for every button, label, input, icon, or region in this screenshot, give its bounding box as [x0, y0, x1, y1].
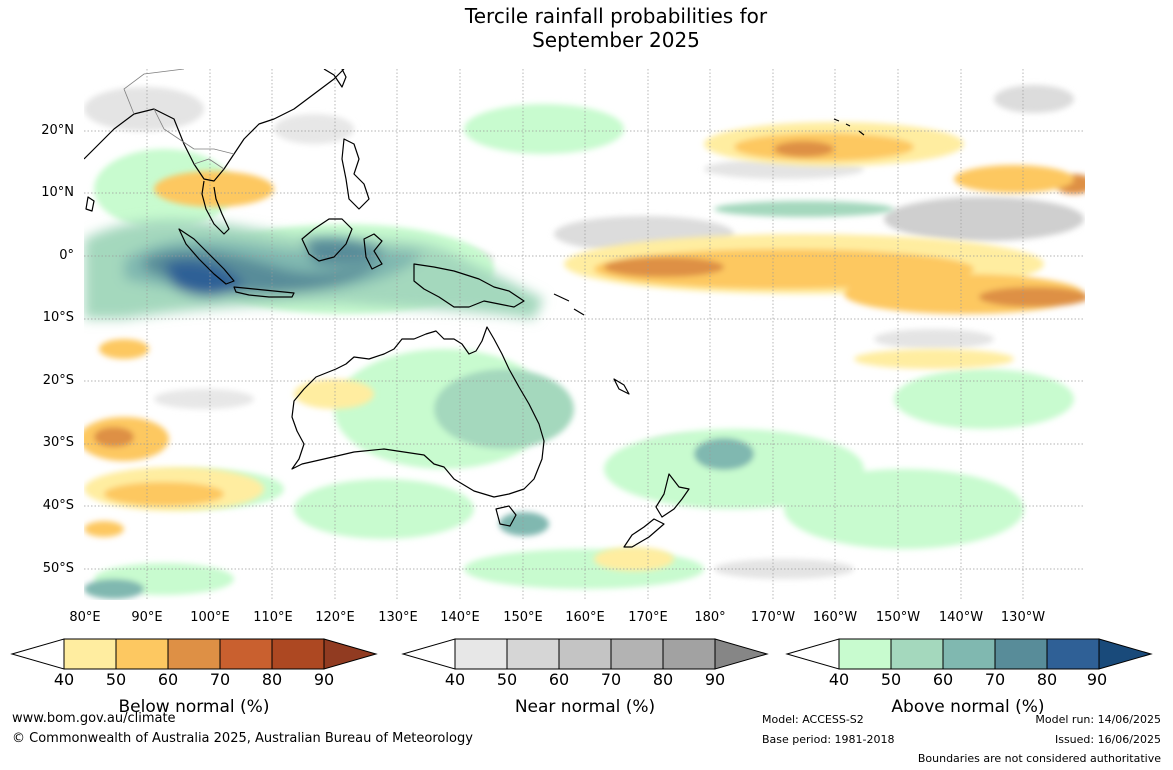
- near-tick-80: 80: [652, 670, 674, 689]
- below-normal-title: Below normal (%): [118, 697, 270, 717]
- near-tick-60: 60: [548, 670, 570, 689]
- philippines-coast: [341, 138, 370, 210]
- above-tick-90: 90: [1086, 670, 1108, 689]
- below-normal-colorbar: [10, 638, 378, 670]
- lon-label-140w: 140°W: [938, 610, 984, 625]
- lon-label-90e: 90°E: [131, 610, 163, 625]
- near-swatch-40-50: [454, 638, 508, 670]
- below-swatch-60-70: [167, 638, 221, 670]
- above-tick-50: 50: [880, 670, 902, 689]
- above-tick-40: 40: [828, 670, 850, 689]
- lon-label-100e: 100°E: [190, 610, 230, 625]
- below-tick-80: 80: [261, 670, 283, 689]
- above-tick-60: 60: [932, 670, 954, 689]
- lon-label-80e: 80°E: [69, 610, 101, 625]
- disclaimer-text: Boundaries are not considered authoritat…: [917, 752, 1161, 765]
- near-swatch-60-70: [558, 638, 612, 670]
- borneo-coast: [301, 218, 353, 262]
- lon-label-120e: 120°E: [315, 610, 355, 625]
- model-run-text: Model run: 14/06/2025: [1035, 713, 1161, 726]
- lon-label-160w: 160°W: [812, 610, 858, 625]
- tasmania-coast: [495, 505, 517, 527]
- lon-label-170e: 170°E: [628, 610, 668, 625]
- above-swatch-90-plus: [1098, 638, 1153, 670]
- new-zealand-north-island: [655, 473, 690, 518]
- near-normal-title: Near normal (%): [514, 697, 656, 717]
- lon-label-130w: 130°W: [1000, 610, 1046, 625]
- lat-label-20s: 20°S: [42, 373, 74, 388]
- sri-lanka-coast: [85, 196, 95, 212]
- above-tick-70: 70: [984, 670, 1006, 689]
- lat-label-10n: 10°N: [41, 185, 74, 200]
- australia-coast: [291, 326, 545, 498]
- hawaii-coast: [833, 118, 865, 136]
- near-swatch-80-90: [662, 638, 716, 670]
- lat-label-40s: 40°S: [42, 498, 74, 513]
- above-swatch-50-60: [890, 638, 944, 670]
- above-tick-80: 80: [1036, 670, 1058, 689]
- new-zealand-south-island: [623, 518, 665, 548]
- lon-label-160e: 160°E: [565, 610, 605, 625]
- sulawesi-coast: [363, 233, 383, 270]
- lon-label-140e: 140°E: [440, 610, 480, 625]
- title-line-1: Tercile rainfall probabilities for: [464, 4, 768, 28]
- near-tick-40: 40: [444, 670, 466, 689]
- below-tick-90: 90: [313, 670, 335, 689]
- country-borders: [123, 69, 235, 170]
- lat-label-50s: 50°S: [42, 561, 74, 576]
- below-tick-50: 50: [105, 670, 127, 689]
- near-tick-90: 90: [704, 670, 726, 689]
- lon-label-130e: 130°E: [378, 610, 418, 625]
- lon-label-180: 180°: [694, 610, 726, 625]
- near-swatch-70-80: [610, 638, 664, 670]
- lat-label-0: 0°: [59, 248, 74, 263]
- below-tick-60: 60: [157, 670, 179, 689]
- new-guinea-coast: [413, 263, 525, 308]
- website-link[interactable]: www.bom.gov.au/climate: [12, 711, 176, 726]
- lat-label-30s: 30°S: [42, 435, 74, 450]
- title-line-2: September 2025: [532, 28, 700, 52]
- issued-text: Issued: 16/06/2025: [1054, 733, 1161, 746]
- model-text: Model: ACCESS-S2: [762, 713, 864, 726]
- below-swatch-40-50: [63, 638, 117, 670]
- above-swatch-60-70: [942, 638, 996, 670]
- above-normal-colorbar: [785, 638, 1153, 670]
- near-tick-50: 50: [496, 670, 518, 689]
- below-normal-regions: [84, 122, 1085, 571]
- lon-label-150w: 150°W: [875, 610, 921, 625]
- graticule: [84, 69, 1085, 600]
- copyright-text: © Commonwealth of Australia 2025, Austra…: [12, 731, 473, 746]
- lat-label-20n: 20°N: [41, 123, 74, 138]
- above-normal-title: Above normal (%): [891, 697, 1045, 717]
- malay-peninsula-coast: [201, 180, 230, 235]
- lon-label-150e: 150°E: [503, 610, 543, 625]
- solomon-islands-coast: [553, 293, 585, 316]
- below-tick-40: 40: [53, 670, 75, 689]
- below-swatch-70-80: [219, 638, 273, 670]
- coastlines: [84, 69, 865, 548]
- above-swatch-40-50: [838, 638, 892, 670]
- near-normal-colorbar: [401, 638, 769, 670]
- lon-label-110e: 110°E: [253, 610, 293, 625]
- near-swatch-90-plus: [714, 638, 769, 670]
- new-caledonia-coast: [613, 378, 630, 395]
- map-title: Tercile rainfall probabilities for Septe…: [0, 4, 1173, 52]
- below-swatch-50-60: [115, 638, 169, 670]
- java-coast: [233, 286, 295, 298]
- above-swatch-80-90: [1046, 638, 1100, 670]
- near-tick-70: 70: [600, 670, 622, 689]
- below-swatch-80-90: [271, 638, 325, 670]
- base-period-text: Base period: 1981-2018: [762, 733, 895, 746]
- rainfall-probability-map: [84, 69, 1085, 600]
- lon-label-170w: 170°W: [750, 610, 796, 625]
- below-tick-70: 70: [209, 670, 231, 689]
- above-swatch-70-80: [994, 638, 1048, 670]
- lat-label-10s: 10°S: [42, 310, 74, 325]
- sumatra-coast: [178, 228, 235, 285]
- below-swatch-90-plus: [323, 638, 378, 670]
- japan-coast: [323, 69, 347, 88]
- near-swatch-50-60: [506, 638, 560, 670]
